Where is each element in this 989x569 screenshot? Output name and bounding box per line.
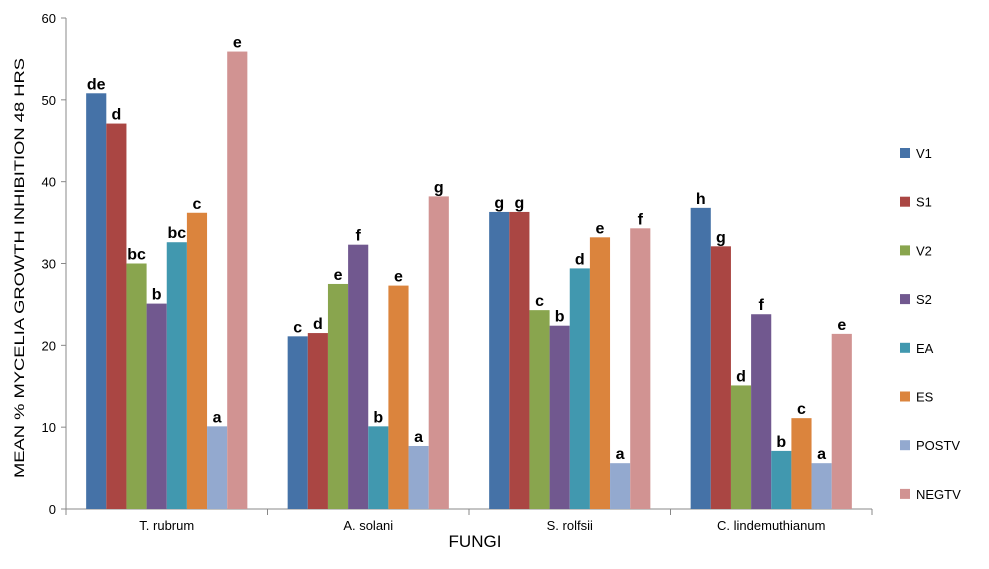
x-tick-label: C. lindemuthianum: [717, 518, 825, 533]
significance-label: g: [514, 195, 524, 212]
bar-v1-1: [86, 93, 107, 509]
significance-label: g: [716, 229, 726, 246]
y-tick-label: 10: [42, 420, 56, 435]
significance-label: g: [494, 195, 504, 212]
legend-label-s1: S1: [916, 195, 932, 210]
bar-negtv-3: [630, 228, 651, 510]
significance-label: c: [535, 293, 544, 310]
legend-swatch-s1: [900, 196, 910, 207]
bar-negtv-4: [831, 333, 852, 509]
bar-s1-3: [509, 211, 530, 509]
bar-v2-3: [529, 310, 550, 509]
legend-label-negtv: NEGTV: [916, 487, 961, 502]
significance-label: a: [817, 446, 826, 463]
significance-label: b: [555, 309, 565, 326]
bar-v2-2: [327, 283, 349, 509]
bar-v2-1: [126, 263, 147, 509]
significance-label: d: [575, 251, 585, 268]
significance-label: f: [759, 297, 765, 314]
bar-negtv-2: [428, 196, 449, 509]
legend-swatch-v1: [900, 148, 910, 158]
bar-s1-1: [106, 123, 127, 509]
bar-negtv-1: [227, 51, 248, 509]
bar-ea-1: [166, 242, 187, 509]
significance-label: b: [152, 287, 162, 304]
significance-label: bc: [127, 247, 146, 264]
x-axis: T. rubrum A. solani S. rolfsii C. lindemuth…: [65, 508, 873, 533]
significance-label: d: [111, 107, 121, 124]
legend: V1 S1 V2 S2 EA ES POSTV NEGTV: [900, 146, 961, 502]
significance-label: g: [434, 179, 444, 196]
significance-label: e: [596, 220, 605, 237]
significance-label: d: [736, 368, 746, 385]
significance-label: c: [193, 196, 202, 213]
x-tick-label: A. solani: [343, 518, 393, 533]
bar-s1-4: [710, 246, 731, 509]
legend-swatch-negtv: [900, 488, 910, 499]
legend-label-ea: EA: [916, 341, 934, 356]
y-tick-label: 0: [49, 502, 56, 517]
bar-ea-2: [368, 426, 389, 509]
significance-label: de: [87, 76, 106, 93]
bar-s2-1: [146, 303, 167, 509]
y-axis-title: MEAN % MYCELIA GROWTH INHIBITION 48 HRS: [11, 58, 27, 478]
bar-postv-1: [207, 426, 228, 509]
y-axis: 0 10 20 30 40 50 60: [42, 11, 67, 517]
legend-label-postv: POSTV: [916, 438, 960, 453]
significance-label: f: [356, 228, 362, 245]
bar-ea-4: [771, 450, 792, 509]
y-tick-label: 20: [42, 338, 56, 353]
significance-label: a: [213, 409, 222, 426]
significance-label: f: [638, 211, 644, 228]
significance-label: e: [334, 267, 343, 284]
legend-swatch-s2: [900, 294, 910, 305]
y-tick-label: 30: [42, 257, 56, 272]
bar-es-4: [791, 418, 812, 509]
significance-label: b: [776, 434, 786, 451]
legend-swatch-ea: [900, 342, 910, 353]
significance-label: d: [313, 316, 323, 333]
y-tick-label: 40: [42, 175, 56, 190]
bar-s2-2: [348, 244, 369, 509]
bar-v1-4: [690, 207, 711, 509]
bar-es-1: [186, 212, 208, 509]
y-tick-label: 60: [42, 11, 56, 26]
legend-swatch-es: [900, 391, 910, 402]
significance-label: e: [837, 317, 846, 334]
significance-label: c: [797, 401, 806, 418]
bars: [86, 51, 852, 510]
x-axis-title: FUNGI: [449, 532, 502, 551]
bar-s2-3: [549, 325, 570, 509]
legend-swatch-v2: [900, 245, 910, 256]
bar-postv-2: [408, 445, 429, 509]
significance-label: e: [394, 269, 403, 286]
significance-label: a: [616, 446, 625, 463]
bar-v2-4: [730, 385, 752, 509]
x-tick-label: S. rolfsii: [547, 518, 593, 533]
bar-postv-3: [610, 463, 631, 509]
legend-label-es: ES: [916, 390, 934, 405]
significance-label: e: [233, 35, 242, 52]
significance-label: c: [293, 319, 302, 336]
bar-v1-3: [489, 211, 510, 509]
significance-label: bc: [167, 225, 186, 242]
legend-label-v1: V1: [916, 146, 932, 161]
bar-s1-2: [307, 333, 328, 509]
legend-label-s2: S2: [916, 292, 932, 307]
significance-label: a: [414, 429, 423, 446]
bar-es-2: [388, 285, 409, 509]
legend-label-v2: V2: [916, 243, 932, 258]
significance-label: b: [373, 409, 383, 426]
y-tick-label: 50: [42, 93, 56, 108]
x-tick-label: T. rubrum: [139, 518, 194, 533]
legend-swatch-postv: [900, 440, 910, 451]
bar-postv-4: [811, 463, 832, 509]
bar-ea-3: [569, 268, 590, 509]
significance-label: h: [696, 191, 706, 208]
bar-es-3: [589, 237, 611, 509]
bar-s2-4: [751, 314, 772, 509]
bar-v1-2: [287, 336, 308, 509]
